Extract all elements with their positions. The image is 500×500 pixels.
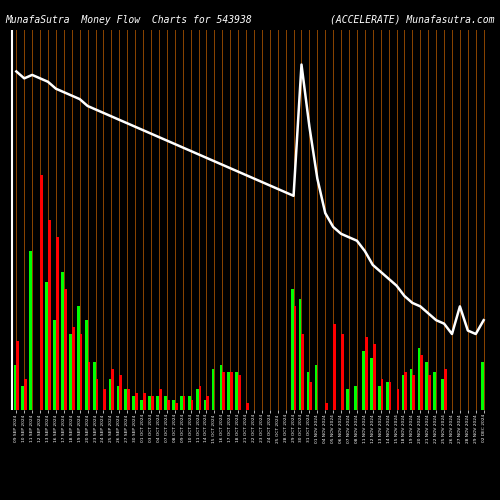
Text: MunafaSutra  Money Flow  Charts for 543938: MunafaSutra Money Flow Charts for 543938 (5, 15, 252, 25)
Bar (302, 334, 304, 410)
Bar (196, 390, 198, 410)
Bar (40, 175, 43, 410)
Bar (298, 300, 302, 410)
Bar (48, 220, 51, 410)
Bar (294, 306, 296, 410)
Bar (434, 372, 436, 410)
Bar (378, 386, 380, 410)
Bar (412, 376, 415, 410)
Bar (93, 362, 96, 410)
Bar (135, 392, 138, 410)
Bar (24, 379, 27, 410)
Bar (404, 372, 407, 410)
Bar (426, 362, 428, 410)
Bar (167, 400, 170, 410)
Bar (80, 334, 82, 410)
Bar (45, 282, 48, 410)
Bar (53, 320, 56, 410)
Bar (310, 382, 312, 410)
Bar (325, 403, 328, 410)
Bar (14, 365, 16, 410)
Bar (428, 376, 431, 410)
Bar (418, 348, 420, 410)
Bar (175, 403, 178, 410)
Bar (127, 390, 130, 410)
Bar (442, 379, 444, 410)
Bar (30, 251, 32, 410)
Bar (236, 372, 238, 410)
Bar (365, 338, 368, 410)
Bar (402, 376, 404, 410)
Bar (112, 368, 114, 410)
Bar (22, 386, 25, 410)
Bar (85, 320, 87, 410)
Bar (396, 390, 400, 410)
Bar (159, 390, 162, 410)
Bar (190, 400, 194, 410)
Bar (172, 400, 175, 410)
Bar (151, 396, 154, 410)
Bar (333, 324, 336, 410)
Bar (444, 368, 447, 410)
Bar (420, 354, 423, 410)
Bar (180, 396, 182, 410)
Bar (116, 386, 119, 410)
Bar (61, 272, 64, 410)
Bar (132, 396, 135, 410)
Bar (120, 376, 122, 410)
Bar (143, 392, 146, 410)
Bar (206, 396, 209, 410)
Bar (246, 403, 249, 410)
Bar (230, 372, 233, 410)
Bar (88, 362, 90, 410)
Bar (96, 379, 98, 410)
Bar (69, 334, 72, 410)
Bar (220, 365, 222, 410)
Bar (204, 400, 206, 410)
Bar (64, 289, 66, 410)
Bar (370, 358, 373, 410)
Bar (188, 396, 190, 410)
Bar (156, 396, 159, 410)
Bar (380, 379, 384, 410)
Bar (198, 386, 202, 410)
Bar (148, 396, 151, 410)
Bar (373, 344, 376, 410)
Bar (306, 372, 310, 410)
Bar (164, 396, 167, 410)
Bar (238, 376, 241, 410)
Bar (314, 365, 318, 410)
Bar (77, 306, 80, 410)
Bar (104, 390, 106, 410)
Bar (386, 382, 388, 410)
Bar (124, 390, 127, 410)
Bar (212, 368, 214, 410)
Bar (72, 327, 74, 410)
Bar (56, 238, 58, 410)
Bar (16, 341, 19, 410)
Bar (354, 386, 357, 410)
Bar (410, 368, 412, 410)
Text: (ACCELERATE) Munafasutra.com: (ACCELERATE) Munafasutra.com (330, 15, 495, 25)
Bar (182, 396, 186, 410)
Bar (481, 362, 484, 410)
Bar (388, 382, 392, 410)
Bar (362, 352, 365, 410)
Bar (341, 334, 344, 410)
Bar (346, 390, 349, 410)
Bar (140, 400, 143, 410)
Bar (108, 379, 112, 410)
Bar (291, 289, 294, 410)
Bar (222, 372, 225, 410)
Bar (228, 372, 230, 410)
